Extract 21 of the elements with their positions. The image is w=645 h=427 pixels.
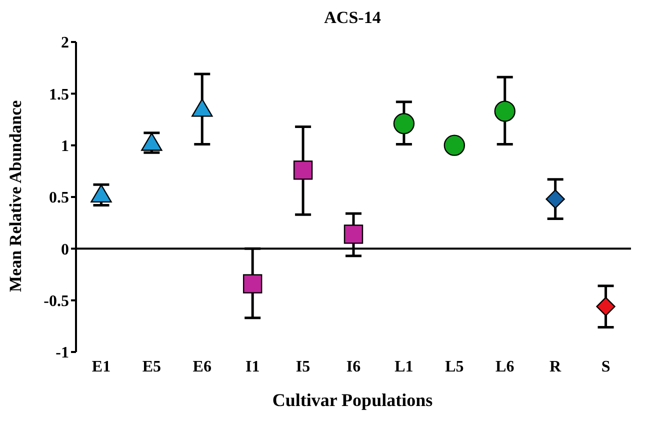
y-tick-label: 2	[61, 34, 69, 52]
y-tick-label: 0.5	[49, 190, 69, 207]
x-tick-label: R	[550, 358, 562, 376]
x-axis-title: Cultivar Populations	[271, 390, 434, 411]
chart-title: ACS-14	[323, 8, 382, 29]
x-tick-label: I1	[245, 358, 260, 376]
x-tick-label: E1	[92, 358, 111, 376]
x-tick-label: E6	[192, 358, 212, 376]
y-tick-label: -1	[56, 344, 69, 362]
x-tick-label: L1	[394, 358, 414, 376]
y-tick-label: 1	[61, 138, 69, 156]
y-tick-label: -0.5	[44, 293, 69, 310]
x-tick-label: E5	[142, 358, 162, 376]
y-axis-title: Mean Relative Abundance	[6, 100, 26, 292]
x-tick-label: I5	[296, 358, 310, 376]
x-tick-label: I6	[346, 358, 361, 376]
y-tick-label: 1.5	[49, 86, 69, 104]
x-tick-label: L5	[445, 358, 464, 376]
x-tick-label: L6	[496, 358, 514, 376]
y-tick-label: 0	[61, 241, 69, 258]
x-tick-label: S	[601, 358, 610, 376]
